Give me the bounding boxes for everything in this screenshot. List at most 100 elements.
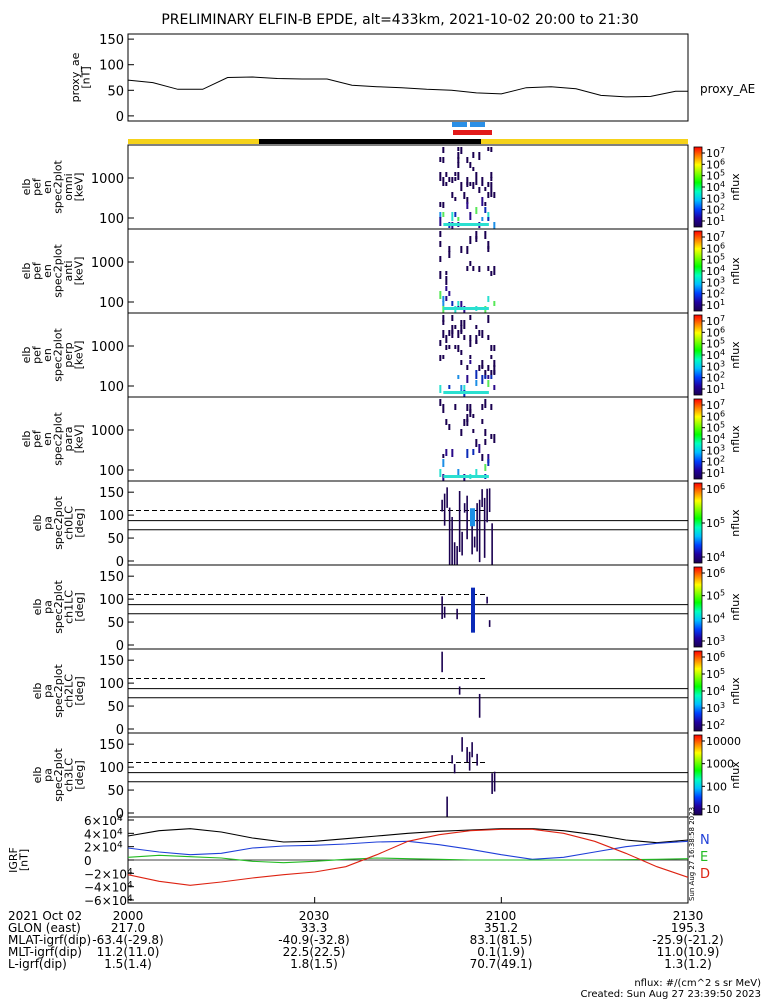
pitch-angle-1-cell: [486, 488, 488, 523]
energy-spectrogram-4-colorbar-tick-label: 101: [706, 466, 725, 480]
energy-spectrogram-4-cell: [442, 404, 445, 413]
energy-spectrogram-1-cell: [481, 217, 484, 221]
footer-value-text: 2100: [485, 909, 517, 923]
energy-spectrogram-3-cell: [442, 315, 445, 322]
energy-spectrogram-4-cell: [463, 419, 466, 426]
energy-spectrogram-2-ylabel-line: en: [41, 264, 54, 278]
pitch-angle-2-ytick-label: 150: [99, 570, 124, 585]
energy-spectrogram-1-ylabel-line: elb: [20, 179, 33, 196]
energy-spectrogram-3-cell: [469, 360, 472, 364]
energy-spectrogram-2-colorbar-tick-label: 103: [706, 275, 725, 289]
pitch-angle-4-ylabel-line: [deg]: [73, 760, 86, 789]
energy-spectrogram-2-cell: [469, 236, 472, 244]
energy-spectrogram-1-cell: [487, 182, 490, 187]
pitch-angle-2-ylabel-line: elb: [31, 599, 44, 616]
footer-value-text: 11.0(10.9): [656, 945, 720, 959]
energy-spectrogram-1-cell: [469, 212, 472, 220]
pitch-angle-1-ylabel-line: ch0LC: [63, 506, 76, 540]
energy-spectrogram-3-colorbar-tick-label: 103: [706, 359, 725, 373]
energy-spectrogram-1-cell: [472, 152, 475, 158]
energy-spectrogram-2-cell: [466, 266, 469, 271]
energy-spectrogram-1-cell: [475, 177, 478, 185]
energy-spectrogram-2-cell: [445, 286, 448, 291]
energy-spectrogram-2-cell: [484, 231, 487, 239]
footer-value-text: 11.2(11.0): [96, 945, 160, 959]
energy-spectrogram-1-cell: [469, 182, 472, 186]
energy-spectrogram-4-colorbar-tick-label: 103: [706, 443, 725, 457]
energy-spectrogram-4-cell: [469, 409, 472, 417]
energy-spectrogram-4-cell: [481, 419, 484, 424]
pitch-angle-1-cell: [458, 491, 461, 552]
energy-spectrogram-1-cell: [487, 217, 490, 221]
energy-spectrogram-1-colorbar-tick-label: 105: [706, 169, 725, 183]
pitch-angle-2-cell: [441, 596, 443, 620]
energy-spectrogram-3-cell: [481, 330, 484, 338]
igrf-ytick-label: 0: [84, 854, 92, 868]
energy-spectrogram-1-cell: [466, 202, 469, 209]
indicator-bar-black: [259, 139, 481, 144]
pitch-angle-1-ytick-label: 150: [99, 486, 124, 501]
pitch-angle-1-colorbar-label: nflux: [729, 509, 742, 537]
energy-spectrogram-2-cell: [445, 296, 448, 301]
energy-spectrogram-4-ytick-label: 1000: [91, 424, 124, 439]
energy-spectrogram-2-cell: [448, 251, 451, 258]
footer-value-text: -40.9(-32.8): [278, 933, 350, 947]
energy-spectrogram-3-cell: [487, 380, 490, 387]
energy-spectrogram-3-cell: [448, 330, 451, 336]
energy-spectrogram-3-cell: [475, 340, 478, 344]
energy-spectrogram-1-ytick-label: 100: [99, 212, 124, 227]
energy-spectrogram-3-colorbar-bar: [693, 314, 703, 396]
energy-spectrogram-4-cell: [445, 419, 448, 425]
igrf-ytick-label: 2×104: [84, 841, 123, 855]
energy-spectrogram-1-cell: [457, 217, 460, 221]
energy-spectrogram-1-cell: [442, 157, 445, 163]
energy-spectrogram-1-cell: [481, 177, 484, 186]
energy-spectrogram-2-colorbar-tick-label: 105: [706, 253, 725, 267]
energy-spectrogram-4-cell: [445, 449, 448, 456]
footer-value-text: 351.2: [483, 921, 519, 935]
energy-spectrogram-3-cell: [463, 385, 466, 393]
energy-spectrogram-4-cell: [493, 434, 496, 443]
energy-spectrogram-4-colorbar-tick-label: 107: [706, 398, 725, 412]
pitch-angle-3-ylabel-line: pa: [42, 684, 55, 698]
igrf-side-stamp: Sun Aug 27 16:38:58 2023: [688, 807, 696, 901]
pitch-angle-1-cell: [491, 523, 493, 579]
energy-spectrogram-4-cell: [481, 404, 484, 410]
pitch-angle-2-highlight: [471, 587, 475, 633]
energy-spectrogram-1-cell: [475, 172, 478, 177]
pitch-angle-1-colorbar-tick-label: 106: [706, 482, 725, 496]
energy-spectrogram-4-cell: [487, 459, 490, 466]
energy-spectrogram-1-cell: [442, 147, 445, 153]
energy-spectrogram-1-cell: [472, 182, 475, 189]
energy-spectrogram-2-cell: [478, 266, 481, 272]
energy-spectrogram-3-cell: [487, 365, 490, 371]
energy-spectrogram-3-cell: [442, 355, 445, 359]
proxy-ae-ytick-label: 50: [107, 84, 124, 99]
nflux-units-note: nflux: #/(cm^2 s sr MeV): [634, 978, 761, 989]
energy-spectrogram-4-cell: [472, 449, 475, 455]
igrf-ytick-label: 6×104: [84, 814, 123, 828]
pitch-angle-1-ylabel-line: [deg]: [73, 508, 86, 537]
energy-spectrogram-3-cell: [460, 330, 463, 334]
pitch-angle-4-cell: [493, 771, 496, 792]
energy-spectrogram-1-base-row: [443, 223, 489, 226]
energy-spectrogram-3-cell: [493, 385, 496, 390]
energy-spectrogram-2-colorbar-label-text: nflux: [729, 257, 742, 285]
energy-spectrogram-2-cell: [445, 271, 448, 275]
indicator-bar-yellow-left: [128, 139, 259, 144]
energy-spectrogram-3-cell: [442, 320, 445, 325]
pitch-angle-3-colorbar-label: nflux: [729, 677, 742, 705]
energy-spectrogram-3-cell: [490, 355, 493, 359]
energy-spectrogram-1-cell: [439, 157, 442, 162]
energy-spectrogram-1-colorbar-tick-label: 107: [706, 146, 725, 160]
indicator-bar-red: [453, 130, 492, 135]
energy-spectrogram-3-colorbar-tick-label: 101: [706, 382, 725, 396]
footer-value-text: 1.8(1.5): [290, 957, 338, 971]
energy-spectrogram-2-cell: [466, 246, 469, 254]
pitch-angle-4-ytick-label: 150: [99, 738, 124, 753]
energy-spectrogram-4-colorbar-tick-label: 104: [706, 432, 725, 446]
energy-spectrogram-3-cell: [457, 330, 460, 338]
energy-spectrogram-3-cell: [460, 320, 463, 326]
